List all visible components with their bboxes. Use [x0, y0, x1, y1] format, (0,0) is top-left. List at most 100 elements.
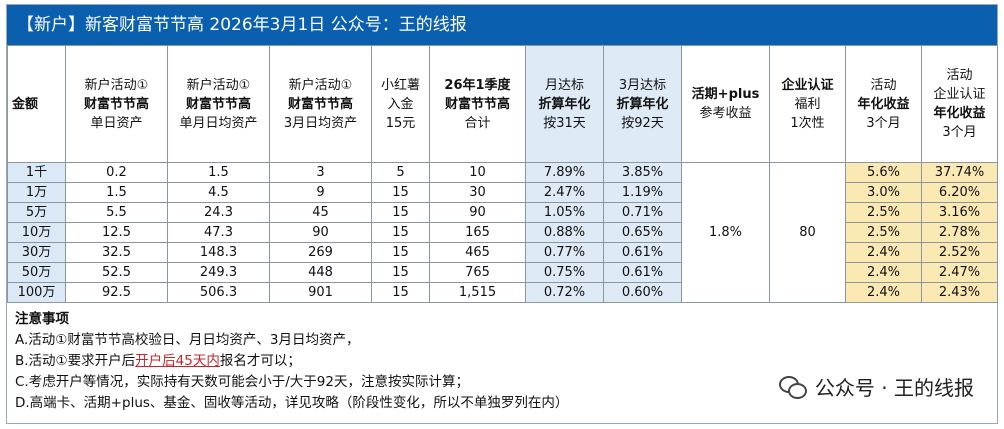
enterprise-yield-cell: 2.52%: [921, 242, 998, 263]
q1-total-cell: 10: [429, 162, 526, 183]
watermark: 公众号 · 王的线报: [778, 372, 974, 401]
march-annualized-cell: 0.65%: [603, 222, 682, 243]
table-row: 50万 52.5 249.3 448 15 765 0.75% 0.61% 2.…: [7, 262, 998, 283]
header-line: 按31天: [543, 115, 586, 131]
header-line: 3月日均资产: [283, 115, 358, 131]
amount-cell: 100万: [7, 282, 66, 303]
header-line: 福利: [794, 96, 821, 112]
activity-yield-cell: 2.4%: [845, 262, 922, 283]
monthly-annualized-cell: 1.05%: [525, 202, 604, 223]
header-deposit-reward: 小红薯 入金 15元: [371, 45, 430, 163]
monthly-avg-cell: 4.5: [167, 182, 270, 203]
banner-title: 【新户】新客财富节节高 2026年3月1日 公众号：王的线报: [7, 5, 997, 45]
march-avg-cell: 90: [269, 222, 372, 243]
march-avg-cell: 901: [269, 282, 372, 303]
header-line: 新户活动①: [186, 77, 251, 93]
rates-table: 金额 新户活动① 财富节节高 单日资产 新户活动① 财富节节高 单月日均资产 新…: [7, 45, 998, 303]
note-b: B.活动①要求开户后开户后45天内报名才可以；: [15, 351, 997, 372]
header-line: 新户活动①: [84, 77, 149, 93]
q1-total-cell: 765: [429, 262, 526, 283]
note-d: D.高端卡、活期+plus、基金、固收等活动，详见攻略（阶段性变化，所以不单独罗…: [15, 395, 569, 411]
deposit-reward-cell: 15: [371, 202, 430, 223]
header-line: 小红薯: [380, 77, 420, 93]
single-day-cell: 0.2: [65, 162, 168, 183]
deposit-reward-cell: 15: [371, 282, 430, 303]
march-annualized-cell: 0.61%: [603, 262, 682, 283]
header-march-annualized: 3月达标 折算年化 按92天: [603, 45, 682, 163]
monthly-avg-cell: 148.3: [167, 242, 270, 263]
table-row: 30万 32.5 148.3 269 15 465 0.77% 0.61% 2.…: [7, 242, 998, 263]
header-single-day-asset: 新户活动① 财富节节高 单日资产: [65, 45, 168, 163]
header-line: 财富节节高: [185, 96, 251, 112]
enterprise-yield-cell: 2.47%: [921, 262, 998, 283]
enterprise-yield-cell: 2.78%: [921, 222, 998, 243]
monthly-annualized-cell: 0.88%: [525, 222, 604, 243]
activity-yield-cell: 5.6%: [845, 162, 922, 183]
header-march-avg-asset: 新户活动① 财富节节高 3月日均资产: [269, 45, 372, 163]
header-line: 15元: [385, 115, 416, 131]
monthly-avg-cell: 506.3: [167, 282, 270, 303]
monthly-avg-cell: 47.3: [167, 222, 270, 243]
deposit-reward-cell: 15: [371, 262, 430, 283]
header-line: 入金: [387, 96, 414, 112]
note-b-highlight: 开户后45天内: [135, 353, 220, 369]
plus-yield-cell: 1.8%: [681, 162, 770, 303]
march-avg-cell: 9: [269, 182, 372, 203]
header-activity-annual-yield: 活动 年化收益 3个月: [845, 45, 922, 163]
deposit-reward-cell: 5: [371, 162, 430, 183]
header-line: 按92天: [621, 115, 664, 131]
monthly-annualized-cell: 0.72%: [525, 282, 604, 303]
single-day-cell: 12.5: [65, 222, 168, 243]
monthly-annualized-cell: 2.47%: [525, 182, 604, 203]
header-monthly-annualized: 月达标 折算年化 按31天: [525, 45, 604, 163]
header-line: 新户活动①: [288, 77, 353, 93]
enterprise-yield-cell: 2.43%: [921, 282, 998, 303]
header-line: 折算年化: [538, 96, 591, 112]
enterprise-yield-cell: 3.16%: [921, 202, 998, 223]
q1-total-cell: 465: [429, 242, 526, 263]
header-line: 3个月: [942, 125, 977, 140]
table-row: 1万 1.5 4.5 9 15 30 2.47% 1.19% 3.0% 6.20…: [7, 182, 998, 203]
header-line: 财富节节高: [287, 96, 353, 112]
single-day-cell: 1.5: [65, 182, 168, 203]
enterprise-bonus-cell: 80: [769, 162, 846, 303]
single-day-cell: 5.5: [65, 202, 168, 223]
header-plus-yield: 活期+plus 参考收益: [681, 45, 770, 163]
report-card: 【新户】新客财富节节高 2026年3月1日 公众号：王的线报 金额 新户活动① …: [6, 4, 998, 424]
wechat-icon: [778, 375, 807, 399]
header-line: 年化收益: [857, 96, 910, 112]
monthly-annualized-cell: 0.75%: [525, 262, 604, 283]
amount-cell: 50万: [7, 262, 66, 283]
amount-cell: 10万: [7, 222, 66, 243]
amount-cell: 1千: [7, 162, 66, 183]
header-row: 金额 新户活动① 财富节节高 单日资产 新户活动① 财富节节高 单月日均资产 新…: [7, 45, 998, 163]
note-c: C.考虑开户等情况，实际持有天数可能会小于/大于92天，注意按实际计算；: [15, 374, 469, 390]
march-avg-cell: 3: [269, 162, 372, 183]
march-annualized-cell: 1.19%: [603, 182, 682, 203]
header-line: 月达标: [544, 77, 584, 93]
note-b-prefix: B.活动①要求开户后: [15, 353, 136, 369]
deposit-reward-cell: 15: [371, 182, 430, 203]
monthly-avg-cell: 249.3: [167, 262, 270, 283]
table-row: 100万 92.5 506.3 901 15 1,515 0.72% 0.60%…: [7, 282, 998, 303]
header-line: 单月日均资产: [179, 115, 258, 131]
notes-title: 注意事项: [15, 311, 69, 327]
note-b-suffix: 报名才可以；: [219, 353, 301, 369]
header-line: 活期+plus: [691, 87, 760, 102]
monthly-avg-cell: 24.3: [167, 202, 270, 223]
note-a: A.活动①财富节节高校验日、月日均资产、3月日均资产，: [15, 332, 360, 348]
activity-yield-cell: 2.5%: [845, 222, 922, 243]
table-row: 1千 0.2 1.5 3 5 10 7.89% 3.85% 1.8% 80 5.…: [7, 162, 998, 303]
notes-section: 注意事项 A.活动①财富节节高校验日、月日均资产、3月日均资产， B.活动①要求…: [7, 303, 997, 414]
header-line: 年化收益: [933, 106, 986, 121]
march-annualized-cell: 0.71%: [603, 202, 682, 223]
watermark-text: 公众号 · 王的线报: [814, 376, 974, 400]
amount-cell: 1万: [7, 182, 66, 203]
header-line: 折算年化: [616, 96, 669, 112]
single-day-cell: 32.5: [65, 242, 168, 263]
header-amount: 金额: [7, 45, 66, 163]
march-annualized-cell: 0.60%: [603, 282, 682, 303]
monthly-avg-cell: 1.5: [167, 162, 270, 183]
header-line: 合计: [464, 115, 491, 131]
header-line: 企业认证: [781, 77, 834, 93]
